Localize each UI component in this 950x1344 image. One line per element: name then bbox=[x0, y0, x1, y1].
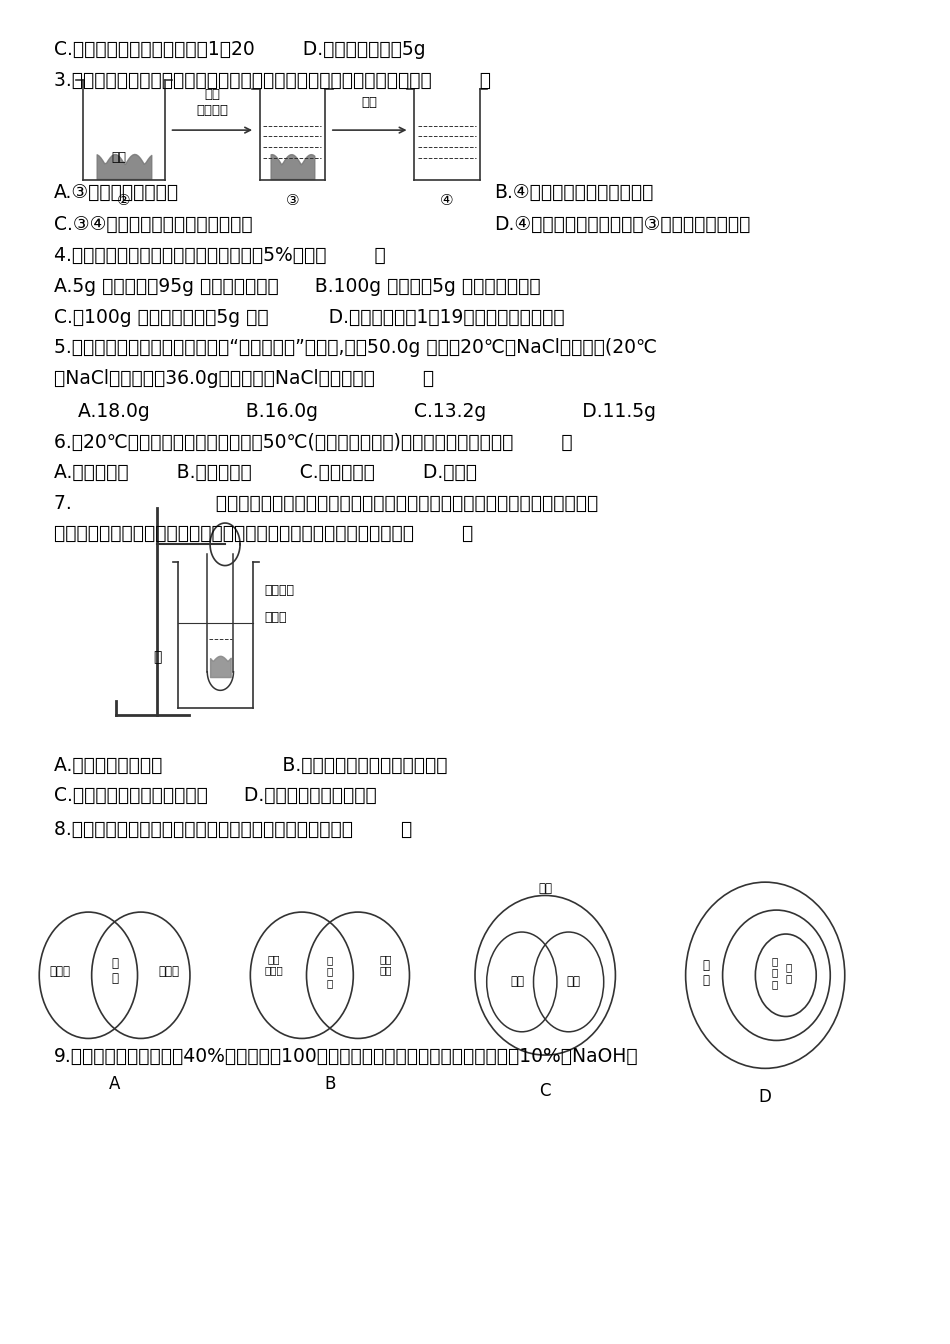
Text: 和晶体: 和晶体 bbox=[264, 610, 287, 624]
Text: B.④中溶液一定是不饱和溶液: B.④中溶液一定是不饱和溶液 bbox=[494, 183, 653, 202]
Text: 6.制20℃时的硝酸钔饱和溶液升温至50℃(不考虑水分蜒发)，一定发生改变的是（        ）: 6.制20℃时的硝酸钔饱和溶液升温至50℃(不考虑水分蜒发)，一定发生改变的是（… bbox=[54, 433, 572, 452]
Text: 溶剖: 溶剖 bbox=[566, 976, 580, 988]
Text: 8.小华在复习阶段整理了以下概念关系图，其中正确的是（        ）: 8.小华在复习阶段整理了以下概念关系图，其中正确的是（ ） bbox=[54, 820, 412, 839]
Text: 9.某蓄电池生产企业购得40%的烧碱溶液100千克，若废水处理时需要溶质质量分数为10%的NaOH溶: 9.某蓄电池生产企业购得40%的烧碱溶液100千克，若废水处理时需要溶质质量分数… bbox=[54, 1047, 638, 1066]
Text: D.④中溶液的溶质质量大于③中溶液的溶质质量: D.④中溶液的溶质质量大于③中溶液的溶质质量 bbox=[494, 215, 750, 234]
Text: 行如图所示的实验，若要让蔗糖固体全部溶解，下列办法中不可行的是（        ）: 行如图所示的实验，若要让蔗糖固体全部溶解，下列办法中不可行的是（ ） bbox=[54, 524, 473, 543]
Text: A.5g 食盐溶解在95g 水中得到的溶液      B.100g 水中溶解5g 食盐得到的溶液: A.5g 食盐溶解在95g 水中得到的溶液 B.100g 水中溶解5g 食盐得到… bbox=[54, 277, 541, 296]
Text: 液
体: 液 体 bbox=[703, 958, 710, 986]
Text: A.18.0g                B.16.0g                C.13.2g                D.11.5g: A.18.0g B.16.0g C.13.2g D.11.5g bbox=[54, 402, 655, 421]
Text: 溶质: 溶质 bbox=[510, 976, 524, 988]
Text: 蔗糖溶液: 蔗糖溶液 bbox=[264, 585, 294, 597]
Text: 水: 水 bbox=[153, 649, 162, 664]
Text: ④: ④ bbox=[440, 194, 454, 208]
Text: C.每100g 食盐溶液中含有5g 食盐          D.将食盐和水扩1：19的质量比配成的溶液: C.每100g 食盐溶液中含有5g 食盐 D.将食盐和水扩1：19的质量比配成的… bbox=[54, 308, 564, 327]
Text: 时NaCl的溶解度为36.0g），应称取NaCl的质量为（        ）: 时NaCl的溶解度为36.0g），应称取NaCl的质量为（ ） bbox=[54, 368, 434, 387]
Text: 浓
溶
液: 浓 溶 液 bbox=[327, 954, 333, 988]
Text: ②: ② bbox=[117, 194, 131, 208]
Text: A.试管内加入适量水                    B.烧杯内加入适量氏氧化钓固体: A.试管内加入适量水 B.烧杯内加入适量氏氧化钓固体 bbox=[54, 755, 447, 774]
Text: ③: ③ bbox=[286, 194, 299, 208]
Text: C: C bbox=[540, 1082, 551, 1099]
Text: A.溶剥的质量        B.溶液的质量        C.溶质的质量        D.溶解度: A.溶剥的质量 B.溶液的质量 C.溶质的质量 D.溶解度 bbox=[54, 464, 477, 482]
Text: 蔗糖: 蔗糖 bbox=[112, 151, 126, 164]
Text: C.烧杯中加入适量硝酸錨固体      D.烧杯中加入适量生石灰: C.烧杯中加入适量硝酸錨固体 D.烧杯中加入适量生石灰 bbox=[54, 786, 376, 805]
Text: 悬
浊
液: 悬 浊 液 bbox=[771, 956, 778, 989]
Text: A: A bbox=[109, 1075, 121, 1093]
Text: 3.某次蔗糖溶解实验过程如图所示，不考虑水分蜒发，下列判断错误的是（        ）: 3.某次蔗糖溶解实验过程如图所示，不考虑水分蜒发，下列判断错误的是（ ） bbox=[54, 71, 491, 90]
Text: 不饱
和溶液: 不饱 和溶液 bbox=[264, 954, 283, 976]
Text: 加水: 加水 bbox=[204, 87, 220, 101]
Text: 悬浊液: 悬浊液 bbox=[49, 965, 71, 978]
Text: 加热: 加热 bbox=[362, 95, 378, 109]
Text: 溶
液: 溶 液 bbox=[111, 957, 118, 985]
Text: 溶液: 溶液 bbox=[539, 882, 552, 895]
Text: C.③④中溶液的溶质质量分数不相同: C.③④中溶液的溶质质量分数不相同 bbox=[54, 215, 253, 234]
Text: A.③中溶液是饱和溶液: A.③中溶液是饱和溶液 bbox=[54, 183, 179, 202]
Text: C.溶液中食盐和水的质量比为1：20        D.食盐的溶解度为5g: C.溶液中食盐和水的质量比为1：20 D.食盐的溶解度为5g bbox=[54, 40, 426, 59]
Text: B: B bbox=[324, 1075, 335, 1093]
Text: 乳浊液: 乳浊液 bbox=[159, 965, 180, 978]
Text: 饱和
溶液: 饱和 溶液 bbox=[380, 954, 392, 976]
Text: 溶
液: 溶 液 bbox=[786, 962, 791, 984]
Text: 7.                        蔗糖是生活中常见的调味品。已知蔗糖的溶解度随温度升高而增大，室温下进: 7. 蔗糖是生活中常见的调味品。已知蔗糖的溶解度随温度升高而增大，室温下进 bbox=[54, 493, 598, 513]
Text: 4.下列食盐溶液中，溶质质量分数不等于5%的是（        ）: 4.下列食盐溶液中，溶质质量分数不等于5%的是（ ） bbox=[54, 246, 386, 265]
Text: D: D bbox=[759, 1089, 771, 1106]
Text: 充分溶解: 充分溶解 bbox=[197, 103, 228, 117]
Text: 5.某同学模拟闽籍化学家侯德榜的“侯氏制碱法”制纯碱,需用50.0g 水配制20℃的NaCl饱和溶液(20℃: 5.某同学模拟闽籍化学家侯德榜的“侯氏制碱法”制纯碱,需用50.0g 水配制20… bbox=[54, 339, 656, 358]
